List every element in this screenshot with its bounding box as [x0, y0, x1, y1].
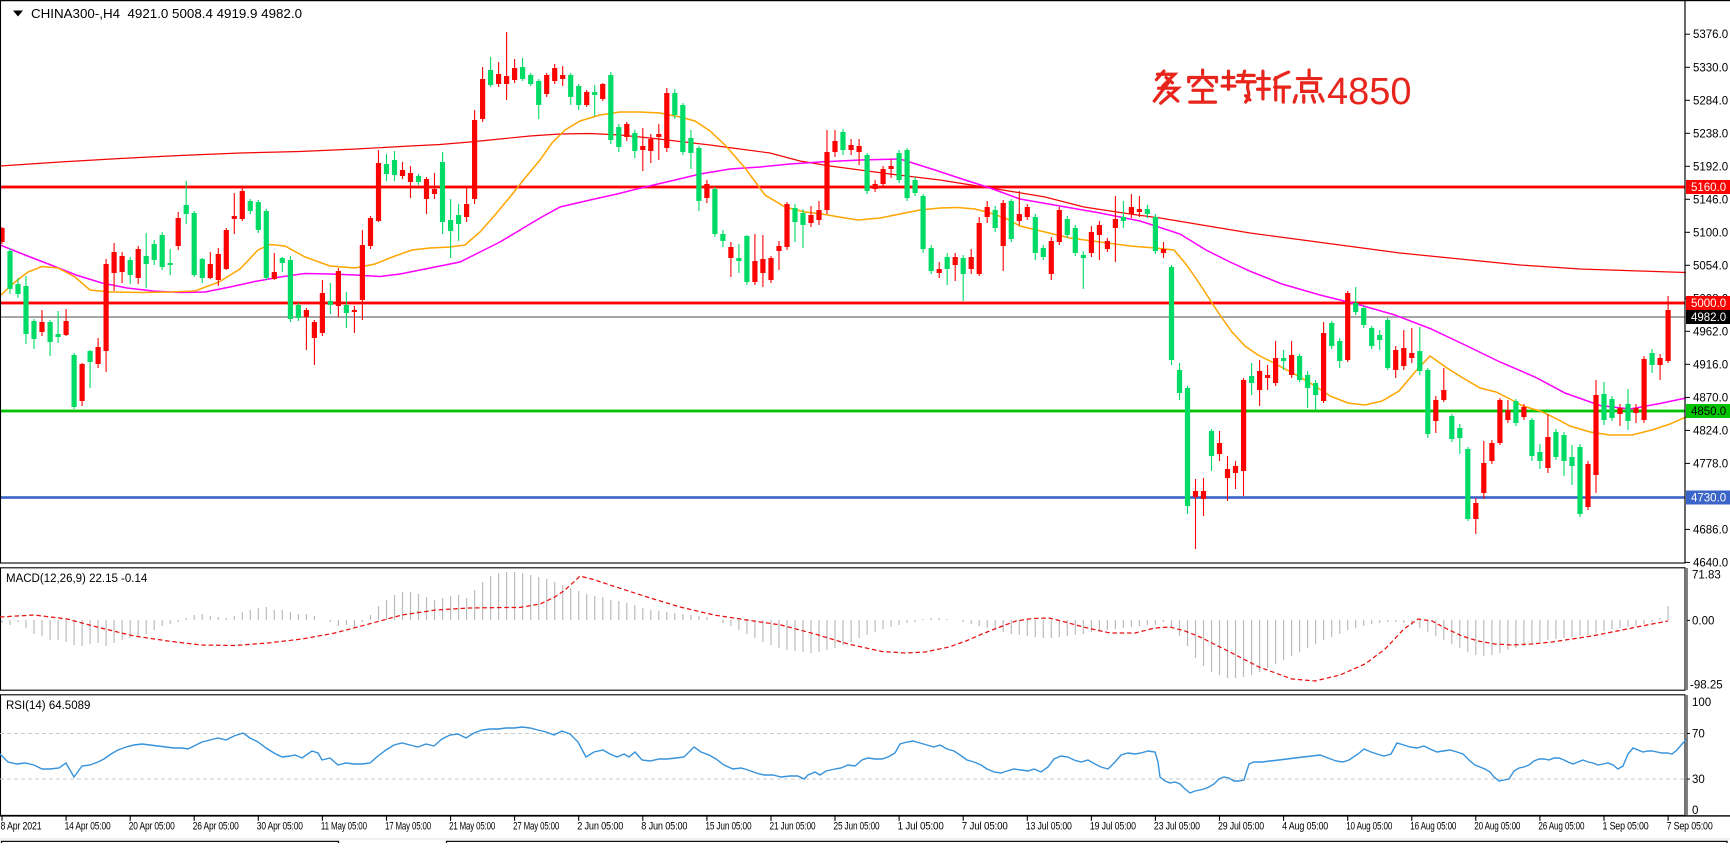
- svg-text:21 May 05:00: 21 May 05:00: [449, 821, 495, 833]
- svg-text:23 Jul 05:00: 23 Jul 05:00: [1154, 821, 1200, 833]
- svg-text:1 Jul 05:00: 1 Jul 05:00: [898, 821, 944, 833]
- svg-text:17 May 05:00: 17 May 05:00: [385, 821, 431, 833]
- svg-text:11 May 05:00: 11 May 05:00: [321, 821, 367, 833]
- svg-text:5000.0: 5000.0: [1691, 298, 1726, 310]
- svg-text:4778.0: 4778.0: [1693, 458, 1728, 470]
- svg-text:71.83: 71.83: [1692, 570, 1721, 582]
- svg-text:4916.0: 4916.0: [1693, 359, 1728, 371]
- svg-text:4870.0: 4870.0: [1693, 392, 1728, 404]
- svg-text:CHINA300-,H4 4921.0 5008.4 49: CHINA300-,H4 4921.0 5008.4 4919.9 4982.0: [31, 7, 302, 21]
- svg-text:21 Jun 05:00: 21 Jun 05:00: [770, 821, 816, 833]
- svg-text:4730.0: 4730.0: [1691, 493, 1726, 505]
- svg-text:5100.0: 5100.0: [1693, 227, 1728, 239]
- svg-text:15 Jun 05:00: 15 Jun 05:00: [705, 821, 751, 833]
- svg-text:5376.0: 5376.0: [1693, 29, 1728, 41]
- svg-text:25 Jun 05:00: 25 Jun 05:00: [834, 821, 880, 833]
- svg-text:30 Apr 05:00: 30 Apr 05:00: [257, 821, 303, 833]
- svg-text:4824.0: 4824.0: [1693, 425, 1728, 437]
- svg-text:8 Apr 2021: 8 Apr 2021: [1, 821, 42, 833]
- svg-text:4850: 4850: [1327, 71, 1412, 113]
- svg-text:27 May 05:00: 27 May 05:00: [513, 821, 559, 833]
- svg-text:26 Aug 05:00: 26 Aug 05:00: [1538, 821, 1584, 833]
- svg-text:-98.25: -98.25: [1690, 680, 1723, 692]
- svg-text:5330.0: 5330.0: [1693, 62, 1728, 74]
- svg-text:14 Apr 05:00: 14 Apr 05:00: [65, 821, 111, 833]
- svg-text:4 Aug 05:00: 4 Aug 05:00: [1282, 821, 1328, 833]
- svg-text:MACD(12,26,9) 22.15 -0.14: MACD(12,26,9) 22.15 -0.14: [6, 573, 148, 585]
- svg-text:5160.0: 5160.0: [1691, 182, 1726, 194]
- svg-text:4850.0: 4850.0: [1691, 406, 1726, 418]
- svg-text:1 Sep 05:00: 1 Sep 05:00: [1603, 821, 1649, 833]
- svg-text:100: 100: [1692, 697, 1711, 709]
- svg-text:4640.0: 4640.0: [1693, 557, 1728, 569]
- svg-text:10 Aug 05:00: 10 Aug 05:00: [1346, 821, 1392, 833]
- svg-text:7 Sep 05:00: 7 Sep 05:00: [1667, 821, 1713, 833]
- svg-text:4962.0: 4962.0: [1693, 326, 1728, 338]
- svg-text:0.00: 0.00: [1692, 615, 1714, 627]
- svg-text:70: 70: [1692, 729, 1705, 741]
- svg-text:4686.0: 4686.0: [1693, 524, 1728, 536]
- svg-text:0: 0: [1692, 805, 1698, 817]
- svg-text:29 Jul 05:00: 29 Jul 05:00: [1218, 821, 1264, 833]
- svg-text:5054.0: 5054.0: [1693, 260, 1728, 272]
- svg-text:19 Jul 05:00: 19 Jul 05:00: [1090, 821, 1136, 833]
- svg-text:20 Aug 05:00: 20 Aug 05:00: [1474, 821, 1520, 833]
- svg-text:13 Jul 05:00: 13 Jul 05:00: [1026, 821, 1072, 833]
- svg-text:30: 30: [1692, 774, 1705, 786]
- svg-text:5192.0: 5192.0: [1693, 161, 1728, 173]
- svg-text:5238.0: 5238.0: [1693, 128, 1728, 140]
- svg-text:5146.0: 5146.0: [1693, 194, 1728, 206]
- svg-text:5284.0: 5284.0: [1693, 95, 1728, 107]
- svg-text:2 Jun 05:00: 2 Jun 05:00: [577, 821, 623, 833]
- svg-text:26 Apr 05:00: 26 Apr 05:00: [193, 821, 239, 833]
- svg-text:20 Apr 05:00: 20 Apr 05:00: [129, 821, 175, 833]
- svg-text:8 Jun 05:00: 8 Jun 05:00: [641, 821, 687, 833]
- svg-text:RSI(14) 64.5089: RSI(14) 64.5089: [6, 700, 90, 712]
- svg-text:7 Jul 05:00: 7 Jul 05:00: [962, 821, 1008, 833]
- svg-text:16 Aug 05:00: 16 Aug 05:00: [1410, 821, 1456, 833]
- svg-text:4982.0: 4982.0: [1691, 312, 1726, 324]
